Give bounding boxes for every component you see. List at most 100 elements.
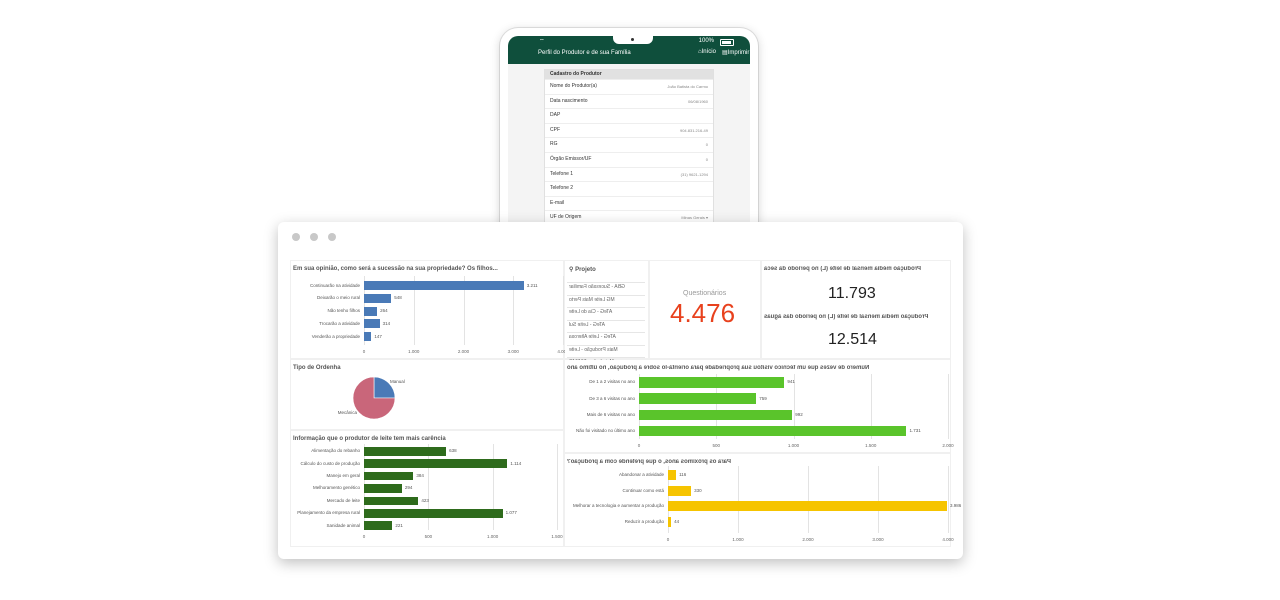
form-row[interactable]: Órgão Emissor/UF 0 — [545, 151, 713, 167]
category-label: Cálculo do custo de produção — [300, 460, 360, 466]
project-divider — [567, 332, 645, 333]
info-panel: Informação que o produtor de leite tem m… — [291, 431, 563, 546]
x-tick-label: 1.000 — [787, 443, 800, 448]
bar[interactable] — [364, 332, 372, 342]
gridline — [793, 374, 795, 439]
future-title: Para os próximos anos, o que pretende co… — [567, 459, 732, 465]
form-row-label: DAP — [550, 112, 561, 119]
future-panel: Para os próximos anos, o que pretende co… — [565, 454, 961, 546]
category-label: Trocarão a atividade — [319, 320, 360, 326]
form-row-value: Minas Gerais ▾ — [681, 211, 708, 225]
bar[interactable] — [364, 471, 414, 481]
gridline — [513, 276, 515, 345]
project-item[interactable]: ATeG - Cia do Leite — [569, 309, 613, 315]
value-label: 1.114 — [510, 460, 522, 466]
category-label: Planejamento da empresa rural — [297, 510, 360, 516]
x-tick-label: 3.000 — [872, 537, 884, 542]
home-icon: ⌂ — [698, 49, 702, 55]
bar[interactable] — [364, 306, 378, 316]
print-label: Imprimir — [727, 50, 750, 56]
camera-notch — [613, 36, 653, 44]
bar[interactable] — [364, 496, 419, 506]
gridline — [948, 466, 949, 533]
project-item[interactable]: ATeG - Leite Sul — [569, 321, 606, 328]
form-row[interactable]: Nome do Produtor(a) João Batista do Carmo — [545, 79, 713, 94]
value-label: 638 — [449, 448, 457, 454]
gridline — [463, 276, 465, 345]
form-row[interactable]: RG 0 — [545, 137, 713, 152]
bar[interactable] — [639, 425, 907, 437]
value-label: 44 — [674, 518, 680, 524]
value-label: 3.211 — [526, 282, 538, 288]
value-label: 384 — [416, 473, 424, 479]
bar[interactable] — [668, 501, 948, 511]
value-label: 3.986 — [950, 503, 962, 508]
kpi-label: Questionários — [683, 290, 727, 297]
bar[interactable] — [364, 521, 393, 530]
form-row[interactable]: Data nascimento 06/08/1960 — [545, 93, 713, 109]
bar[interactable] — [639, 377, 785, 388]
kpi-panel: Questionários 4.476 — [650, 261, 760, 358]
value-label: 992 — [795, 411, 803, 417]
value-label: 1.077 — [505, 510, 517, 516]
form-row[interactable]: CPF 904.831.216-49 — [545, 122, 713, 138]
bar[interactable] — [639, 409, 793, 421]
bar[interactable] — [364, 281, 524, 290]
bar[interactable] — [639, 393, 757, 404]
gridline — [413, 276, 415, 345]
project-filter-panel[interactable]: ⚲ Projeto GBA - Sucessão Familiar MG Leit… — [565, 261, 648, 365]
bar[interactable] — [364, 484, 402, 493]
bar[interactable] — [668, 516, 672, 527]
x-tick-label: 2.000 — [802, 537, 814, 542]
window-dot-1 — [292, 233, 300, 241]
category-label: De 3 a 6 visitas no ano — [589, 395, 635, 401]
project-item[interactable]: MG Leite Mais Perto — [569, 296, 615, 303]
form-row-label: CPF — [550, 126, 560, 133]
bar[interactable] — [668, 470, 677, 480]
print-button[interactable]: ▤Imprimir — [722, 49, 749, 56]
gridline — [563, 276, 564, 345]
gridline — [716, 374, 718, 439]
form-row-value: 0 — [705, 156, 708, 162]
bar[interactable] — [364, 293, 392, 303]
bar[interactable] — [668, 485, 692, 496]
value-label: 116 — [679, 472, 687, 477]
visits-title: Número de vezes que um técnico visitou s… — [567, 365, 870, 371]
x-tick-label: 1.500 — [551, 534, 563, 539]
project-item[interactable]: GBA - Sucessão Familiar — [569, 284, 625, 290]
info-title: Informação que o produtor de leite tem m… — [293, 436, 446, 442]
pie-slice-mecânica[interactable] — [352, 376, 396, 420]
x-tick-label: 4.000 — [557, 349, 569, 354]
form-row[interactable]: Telefone 2 — [545, 181, 713, 196]
form-row[interactable]: UF de Origem Minas Gerais ▾ — [545, 210, 713, 225]
project-item[interactable]: ATeG - Leite Alterosa — [569, 334, 616, 340]
bar[interactable] — [364, 447, 447, 456]
x-tick-label: 3.000 — [507, 349, 519, 354]
gridline — [808, 466, 809, 533]
category-label: Manejo em geral — [326, 473, 360, 479]
form-row[interactable]: Telefone 1 (31) 9621-1294 — [545, 166, 713, 182]
bar[interactable] — [364, 319, 380, 329]
home-label: Início — [701, 49, 716, 55]
form-row-label: Nome do Produtor(a) — [550, 83, 597, 89]
project-item[interactable]: Mais Produção - Leite — [569, 346, 618, 353]
project-divider — [567, 344, 645, 346]
form-row[interactable]: DAP — [545, 108, 713, 123]
dashboard-window: Em sua opinião, como será a sucessão na … — [278, 222, 963, 559]
bar[interactable] — [364, 459, 508, 468]
gridline — [738, 466, 739, 533]
form-row[interactable]: E-mail — [545, 195, 713, 211]
form-row-label: Data nascimento — [550, 97, 588, 104]
wifi-icon: ⌔ — [539, 39, 545, 45]
x-tick-label: 0 — [637, 443, 641, 448]
x-tick-label: 1.000 — [732, 537, 744, 542]
pie-slice-manual[interactable] — [373, 376, 396, 399]
category-label: Venderão a propriedade — [311, 333, 360, 339]
value-label: 1.731 — [909, 428, 921, 434]
bar[interactable] — [364, 509, 503, 518]
project-title: Projeto — [575, 267, 596, 273]
home-button[interactable]: ⌂Início — [698, 49, 716, 55]
value-label: 221 — [395, 522, 403, 528]
prod-dry-title: Produção média mensal de leite (L) no pe… — [764, 266, 922, 272]
value-label: 759 — [759, 395, 767, 401]
